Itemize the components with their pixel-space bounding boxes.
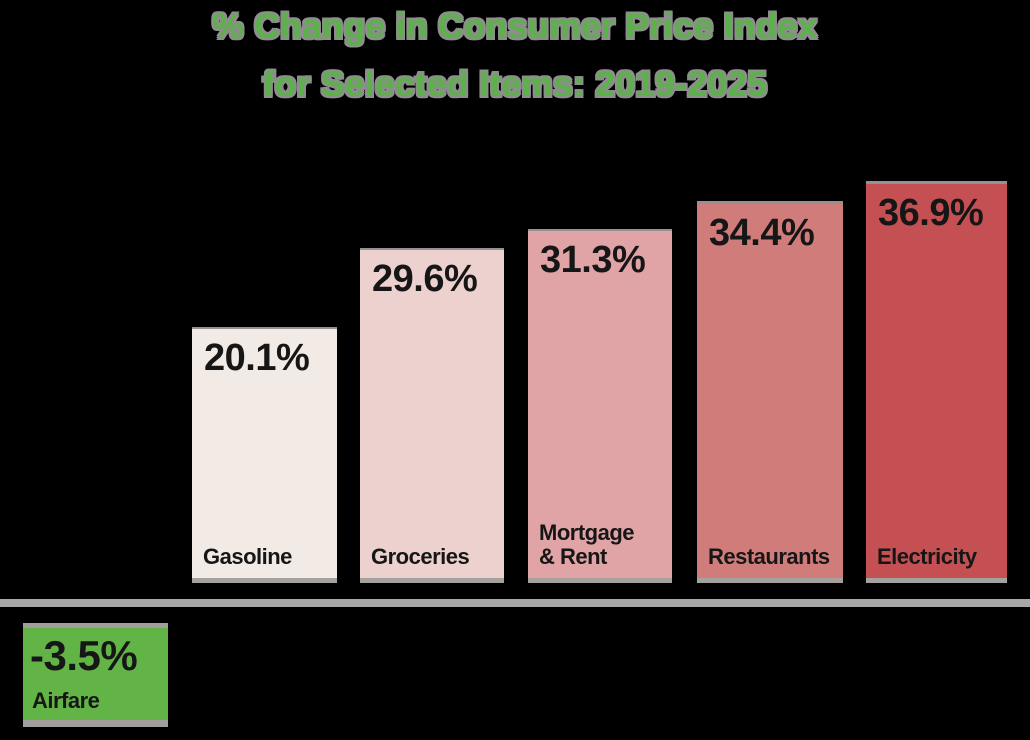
bar-mortgage-rent-category-label: Mortgage & Rent <box>539 519 635 570</box>
bar-groceries-value-label: 29.6% <box>372 258 478 300</box>
bar-gasoline: 20.1% Gasoline <box>192 327 337 583</box>
bar-electricity: 36.9% Electricity <box>866 181 1007 583</box>
bar-airfare-value-label: -3.5% <box>30 632 138 679</box>
bar-airfare: -3.5% Airfare <box>23 623 168 727</box>
bar-groceries-category-label: Groceries <box>371 544 470 570</box>
bar-restaurants-value-label: 34.4% <box>709 212 815 254</box>
chart-title-line2: for Selected Items: 2019-2025 <box>262 65 768 104</box>
bar-mortgage-rent-value-label: 31.3% <box>540 239 646 281</box>
bar-restaurants-category-label: Restaurants <box>708 544 830 570</box>
chart-title-line1: % Change in Consumer Price Index <box>212 7 818 46</box>
bar-electricity-category-label: Electricity <box>877 544 977 570</box>
bar-gasoline-category-label: Gasoline <box>203 544 292 570</box>
chart-title: % Change in Consumer Price Index for Sel… <box>0 0 1030 114</box>
x-axis-line <box>0 599 1030 607</box>
bar-restaurants: 34.4% Restaurants <box>697 201 843 583</box>
bar-electricity-value-label: 36.9% <box>878 192 984 234</box>
bar-groceries: 29.6% Groceries <box>360 248 504 583</box>
bar-mortgage-rent: 31.3% Mortgage & Rent <box>528 229 672 583</box>
bar-airfare-category-label: Airfare <box>32 688 100 714</box>
bar-gasoline-value-label: 20.1% <box>204 337 310 379</box>
